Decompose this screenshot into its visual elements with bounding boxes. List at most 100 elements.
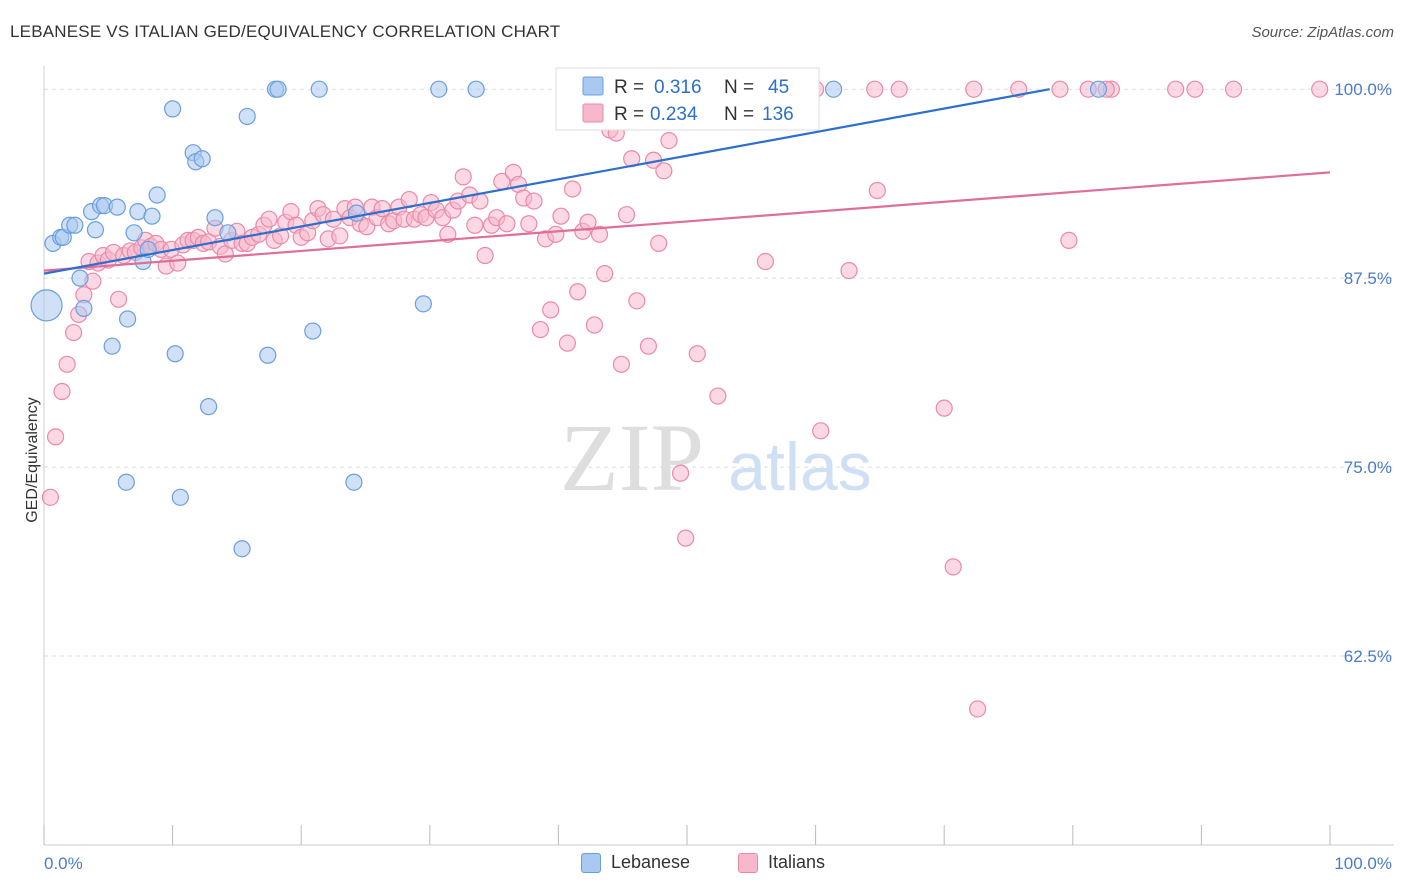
legend-r-label-italians: R = [614, 104, 644, 125]
lebanese-point [71, 269, 89, 287]
watermark-zip: ZIP [560, 404, 704, 511]
italians-point [542, 301, 560, 319]
legend-item-italians: Italians [738, 852, 825, 873]
lebanese-point [310, 80, 328, 98]
italians-point [109, 290, 128, 308]
italians-point [498, 215, 516, 233]
italians-point [655, 162, 673, 180]
x-tick-label-max: 100.0% [1334, 854, 1392, 873]
italians-point [454, 168, 472, 186]
italians-point [46, 428, 65, 446]
italians-point [1186, 80, 1204, 98]
lebanese-point [129, 203, 147, 221]
y-tick-labels: 62.5% 75.0% 87.5% 100.0% [1334, 80, 1392, 666]
lebanese-point [414, 295, 432, 313]
legend-r-label-lebanese: R = [614, 77, 644, 98]
italians-point [617, 206, 636, 224]
lebanese-point [825, 80, 843, 98]
italians-point [53, 382, 71, 401]
lebanese-point [193, 150, 211, 168]
italians-point [169, 254, 187, 272]
lebanese-point [75, 299, 93, 317]
italians-point [547, 225, 565, 243]
lebanese-point [143, 207, 161, 225]
axes [43, 66, 1394, 846]
lebanese-point [269, 80, 287, 98]
y-tick-label: 100.0% [1334, 80, 1392, 99]
y-axis-label: GED/Equivalency [24, 397, 41, 522]
lebanese-point [117, 473, 135, 491]
lebanese-point [30, 289, 63, 322]
lebanese-point [259, 346, 277, 364]
italians-point [639, 337, 658, 355]
italians-point [260, 210, 278, 228]
italians-point [890, 80, 908, 98]
lebanese-points [30, 80, 1108, 558]
legend-item-lebanese: Lebanese [580, 852, 691, 873]
legend-swatch-italians [738, 852, 759, 873]
italians-point [569, 283, 587, 301]
legend-n-value-italians: 136 [762, 104, 794, 125]
italians-point [671, 464, 690, 482]
lebanese-point [171, 488, 189, 506]
italians-point [660, 132, 678, 150]
lebanese-point [430, 80, 448, 98]
legend-r-value-italians: 0.234 [650, 104, 698, 125]
italians-point [1060, 231, 1078, 249]
italians-point [944, 558, 962, 576]
legend-n-label-lebanese: N = [724, 77, 754, 98]
y-tick-label: 87.5% [1344, 269, 1392, 288]
italians-point [531, 320, 549, 339]
lebanese-point [86, 221, 105, 239]
italians-point [58, 355, 76, 373]
legend-n-value-lebanese: 45 [768, 77, 789, 98]
italians-point [552, 207, 570, 225]
italians-point [709, 387, 727, 405]
italians-point [935, 399, 953, 417]
legend-swatch-lebanese [582, 76, 604, 96]
lebanese-point [103, 337, 121, 355]
italians-point [866, 80, 884, 98]
lebanese-point [166, 345, 184, 363]
italians-point [677, 529, 695, 547]
italians-point [965, 80, 983, 98]
italians-point [650, 234, 668, 252]
legend-label-lebanese: Lebanese [610, 852, 691, 872]
italians-point [41, 488, 60, 506]
lebanese-point [200, 398, 218, 416]
y-tick-label: 75.0% [1344, 458, 1392, 477]
lebanese-point [347, 204, 366, 222]
x-tick-label-min: 0.0% [44, 854, 83, 873]
italians-point [585, 316, 604, 334]
italians-point [331, 227, 349, 245]
lebanese-point [108, 198, 126, 216]
italians-point [688, 345, 706, 363]
italians-point [1311, 80, 1329, 98]
source-note: Source: ZipAtlas.com [1251, 24, 1394, 41]
lebanese-point [148, 186, 166, 204]
italians-point [1051, 80, 1069, 98]
italians-point [969, 700, 987, 718]
italians-point [579, 213, 597, 231]
lebanese-point [345, 473, 363, 491]
italians-point [64, 323, 83, 342]
italians-point [1224, 80, 1243, 98]
italians-point [466, 216, 484, 234]
chart-title: LEBANESE VS ITALIAN GED/EQUIVALENCY CORR… [10, 22, 561, 41]
italians-point [812, 422, 830, 440]
italians-points [41, 80, 1329, 718]
legend-swatch-lebanese [580, 852, 601, 873]
italians-point [563, 180, 582, 198]
watermark-atlas: atlas [728, 429, 872, 505]
italians-point [590, 225, 609, 243]
legend-n-label-italians: N = [724, 104, 754, 125]
correlation-legend: R = 0.316 N = 45 R = 0.234 N = 136 [555, 67, 820, 131]
lebanese-point [304, 322, 322, 340]
italians-point [525, 192, 543, 210]
legend-swatch-italians [582, 103, 604, 123]
lebanese-point [118, 310, 137, 328]
grid-lines [44, 88, 1394, 657]
lebanese-point [238, 107, 256, 126]
lebanese-point [164, 100, 182, 118]
